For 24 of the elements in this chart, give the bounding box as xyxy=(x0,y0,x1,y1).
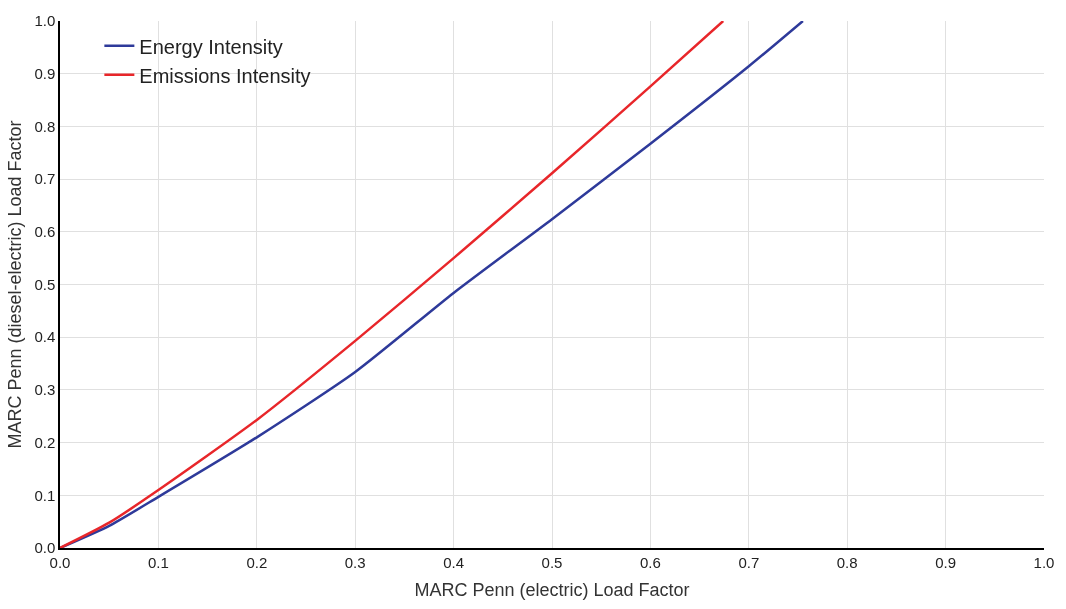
x-tick-label: 0.8 xyxy=(836,553,858,571)
x-tick-label: 0.5 xyxy=(541,553,563,571)
legend-label: Energy Intensity xyxy=(139,35,283,58)
x-axis-title: MARC Penn (electric) Load Factor xyxy=(414,580,690,601)
y-tick-label: 0.1 xyxy=(34,486,56,504)
y-axis-title: MARC Penn (diesel-electric) Load Factor xyxy=(5,120,26,449)
x-tick-label: 1.0 xyxy=(1033,553,1055,571)
x-tick-label: 0.9 xyxy=(935,553,957,571)
x-tick-label: 0.2 xyxy=(246,553,268,571)
y-tick-label: 0.3 xyxy=(34,381,56,399)
y-tick-label: 0.6 xyxy=(34,223,56,241)
x-tick-label: 0.7 xyxy=(738,553,760,571)
legend-label: Emissions Intensity xyxy=(139,64,311,87)
y-tick-label: 0.4 xyxy=(34,328,56,346)
y-tick-label: 0.9 xyxy=(34,64,56,82)
x-tick-label: 0.6 xyxy=(639,553,661,571)
y-tick-label: 0.2 xyxy=(34,433,56,451)
x-tick-label: 0.1 xyxy=(147,553,169,571)
x-tick-label: 0.3 xyxy=(344,553,366,571)
y-tick-label: 0.8 xyxy=(34,117,56,135)
y-tick-label: 1.0 xyxy=(34,12,56,30)
y-tick-label: 0.7 xyxy=(34,170,56,188)
x-tick-label: 0.4 xyxy=(443,553,465,571)
y-tick-label: 0.5 xyxy=(34,275,56,293)
